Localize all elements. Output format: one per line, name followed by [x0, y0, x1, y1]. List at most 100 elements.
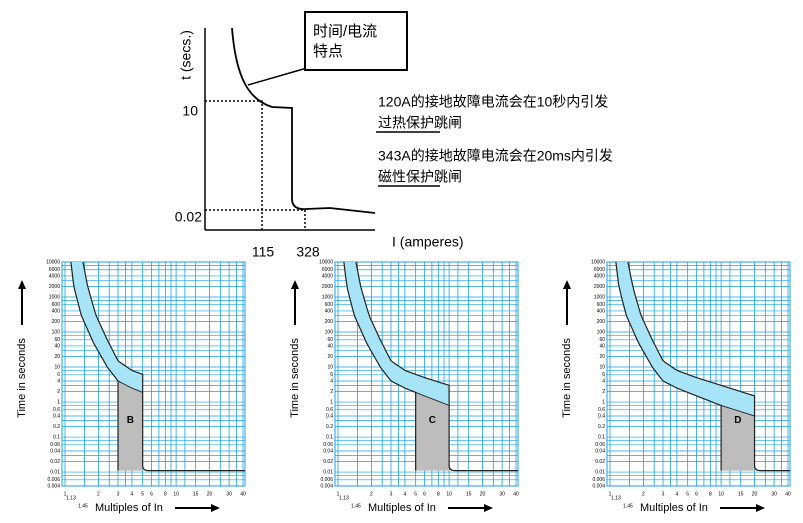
y-axis-label: Time in seconds — [289, 338, 301, 418]
callout-text: 时间/电流 — [313, 23, 377, 40]
y-tick-label: 200 — [325, 319, 334, 325]
callout-pointer — [247, 67, 308, 86]
magnetic-region — [721, 405, 755, 471]
x-tick-label: 20 — [752, 491, 758, 497]
y-tick-label: 2 — [330, 389, 333, 395]
lower-curve — [343, 261, 417, 471]
note-text: 120A的接地故障电流会在10秒内引发 — [378, 94, 608, 110]
curve-type-label: D — [734, 415, 741, 426]
x-tick-label: 6 — [423, 491, 426, 497]
x-tick-label: 1.13 — [339, 495, 349, 501]
y-tick-label: 2000 — [594, 284, 605, 290]
y-tick-label: 0.01 — [323, 469, 333, 475]
arrow-head — [756, 504, 765, 512]
lower-curve-tail — [720, 405, 755, 417]
arrow-head — [484, 504, 493, 512]
y-tick-label: 0.04 — [323, 448, 333, 454]
y-tick-label: 6000 — [322, 267, 333, 273]
upper-curve — [355, 261, 518, 472]
y-tick-label: 0.006 — [592, 477, 605, 483]
callout-text: 特点 — [313, 43, 343, 60]
y-tick-label: 2000 — [322, 284, 333, 290]
arrow-head — [291, 280, 299, 289]
trip-chart: 1000060004000200010006004002001006040201… — [16, 259, 246, 514]
x-tick-label: 20 — [480, 491, 486, 497]
y-tick-label: 10000 — [591, 259, 605, 265]
x-tick-label: 3 — [117, 491, 120, 497]
x-tick-label: 30 — [771, 491, 777, 497]
y-tick-label: 0.04 — [595, 448, 605, 454]
y-tick-label: 40 — [54, 343, 60, 349]
trip-chart: 1000060004000200010006004002001006040201… — [561, 259, 791, 514]
y-tick-label: 20 — [599, 354, 605, 360]
y-tick-label: 400 — [325, 308, 334, 314]
y-tick-label: 10 — [327, 364, 333, 370]
y-tick-label: 6 — [330, 372, 333, 378]
y-tick-label: 0.6 — [598, 407, 605, 413]
curve-type-label: C — [429, 415, 436, 426]
x-tick-label: 1 — [64, 491, 67, 497]
y-tick-label: 60 — [599, 337, 605, 343]
x-tick-label: 1.45 — [78, 503, 88, 509]
y-tick-label: 0.004 — [592, 483, 605, 489]
y-tick-label: 0.06 — [50, 442, 60, 448]
y-tick-label: 4 — [330, 378, 333, 384]
y-tick-label: 60 — [327, 337, 333, 343]
magnetic-region — [118, 380, 143, 471]
note-text: 磁性保护跳闸 — [378, 169, 462, 185]
y-tick-label: 6000 — [594, 267, 605, 273]
y-tick-label: 0.1 — [53, 434, 60, 440]
x-tick-label: 4 — [131, 491, 134, 497]
y-tick-label: 0.4 — [53, 413, 60, 419]
y-tick-label: 10000 — [319, 259, 333, 265]
y-tick-label: 1000 — [594, 294, 605, 300]
x-tick-label: 30 — [499, 491, 505, 497]
y-tick-label: 1 — [602, 399, 605, 405]
y-tick-label: 400 — [52, 308, 61, 314]
y-tick-label: 0.2 — [598, 424, 605, 430]
y-tick-label: 4000 — [322, 273, 333, 279]
lower-curve — [615, 261, 722, 471]
y-tick-label: 4 — [602, 378, 605, 384]
x-tick-label: 3 — [662, 491, 665, 497]
upper-curve — [82, 261, 245, 472]
x-tick-label: 15 — [466, 491, 472, 497]
tolerance-band — [70, 262, 143, 393]
x-tick-label: 1.45 — [623, 503, 633, 509]
y-tick-label: 40 — [599, 343, 605, 349]
x-tick-label: 10 — [718, 491, 724, 497]
y-tick-label: 0.02 — [50, 459, 60, 465]
x-tick-label: 1.45 — [351, 503, 361, 509]
y-tick-label: 0.02 — [323, 459, 333, 465]
y-axis-label: Time in seconds — [561, 338, 573, 418]
y-tick-label: 2 — [602, 389, 605, 395]
note-text: 343A的接地故障电流会在20ms内引发 — [378, 148, 613, 164]
plot-area — [61, 261, 246, 487]
y-tick-label: 20 — [54, 354, 60, 360]
y-tick-label: 10 — [599, 364, 605, 370]
y-tick-label: 0.01 — [50, 469, 60, 475]
x-tick-label: 1.13 — [66, 495, 76, 501]
x-tick-label: 15 — [738, 491, 744, 497]
note-text: 过热保护跳闸 — [378, 115, 462, 131]
x-tick-label: 8 — [709, 491, 712, 497]
notes: 120A的接地故障电流会在10秒内引发 过热保护跳闸 343A的接地故障电流会在… — [376, 94, 613, 187]
curve-type-label: B — [127, 415, 134, 426]
y-tick-label: 0.004 — [320, 483, 333, 489]
y-tick-label: 600 — [597, 302, 606, 308]
x-tick-label: 2 — [642, 491, 645, 497]
x-axis-label: Multiples of In — [640, 502, 708, 514]
x-tick-label: 15 — [193, 491, 199, 497]
upper-curve — [627, 261, 790, 472]
y-tick-label: 0.02 — [175, 209, 202, 225]
y-tick-label: 10 — [182, 103, 198, 119]
magnetic-region — [415, 392, 450, 471]
y-tick-label: 0.1 — [326, 434, 333, 440]
x-tick-label: 8 — [164, 491, 167, 497]
x-tick-label: 20 — [207, 491, 213, 497]
tolerance-band — [615, 262, 755, 416]
x-tick-label: 40 — [240, 491, 246, 497]
trip-curve — [231, 27, 376, 214]
y-tick-label: 100 — [325, 329, 334, 335]
